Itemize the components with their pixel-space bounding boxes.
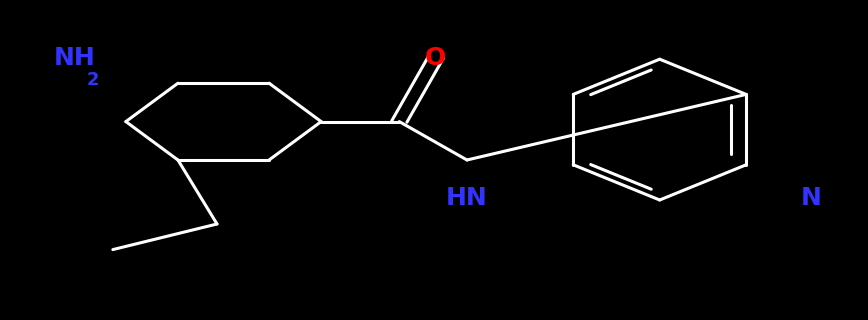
Text: NH: NH [54,46,95,70]
Text: O: O [425,46,446,70]
Text: 2: 2 [87,71,99,89]
Text: HN: HN [446,186,488,211]
Text: N: N [801,186,822,211]
